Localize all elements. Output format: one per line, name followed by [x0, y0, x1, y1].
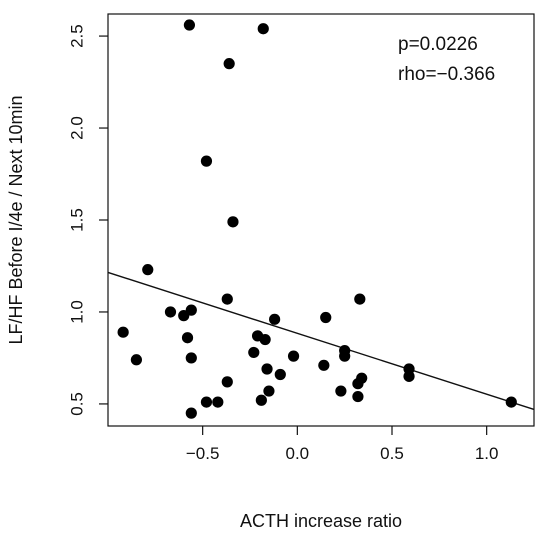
x-axis-title: ACTH increase ratio — [240, 511, 402, 531]
data-point — [181, 332, 194, 344]
data-point — [130, 354, 142, 366]
data-point — [178, 310, 190, 322]
data-point — [221, 376, 233, 388]
data-point — [354, 293, 366, 305]
y-tick-label: 0.5 — [67, 392, 86, 416]
data-point — [200, 155, 213, 167]
data-point — [185, 352, 197, 364]
data-point — [257, 23, 269, 35]
data-points — [117, 19, 517, 419]
y-tick-label: 1.0 — [67, 300, 86, 324]
data-point — [269, 313, 281, 325]
data-point — [261, 363, 273, 375]
y-axis: 0.5 1.0 1.5 2.0 2.5 — [67, 24, 108, 416]
data-point — [352, 390, 364, 403]
data-point — [263, 385, 275, 397]
data-point — [259, 333, 271, 346]
x-tick-label: 0.0 — [286, 444, 310, 463]
data-point — [403, 370, 415, 382]
data-point — [320, 311, 332, 324]
x-tick-label: 0.5 — [380, 444, 404, 463]
data-point — [142, 264, 154, 276]
data-point — [117, 326, 129, 338]
y-tick-label: 2.5 — [67, 24, 86, 48]
data-point — [227, 216, 239, 228]
rho-annotation: rho=−0.366 — [398, 64, 495, 85]
data-point — [318, 359, 330, 371]
data-point — [339, 350, 351, 362]
y-axis-title: LF/HF Before I/4e / Next 10min — [6, 95, 26, 344]
y-tick-label: 1.5 — [67, 208, 86, 232]
data-point — [352, 378, 364, 390]
data-point — [221, 293, 233, 305]
data-point — [248, 346, 260, 359]
data-point — [505, 396, 517, 408]
data-point — [274, 368, 286, 381]
x-tick-label: −0.5 — [186, 444, 220, 463]
y-tick-label: 2.0 — [67, 116, 86, 140]
regression-line — [107, 271, 535, 411]
data-point — [212, 396, 224, 408]
data-point — [255, 394, 267, 406]
data-point — [164, 306, 177, 318]
data-point — [335, 385, 347, 397]
data-point — [183, 19, 196, 31]
data-point — [223, 58, 235, 70]
x-tick-label: 1.0 — [475, 444, 499, 463]
p-value-annotation: p=0.0226 — [398, 34, 478, 55]
data-point — [185, 407, 197, 419]
data-point — [287, 350, 300, 362]
data-point — [200, 396, 213, 408]
x-axis: −0.5 0.0 0.5 1.0 — [186, 426, 499, 463]
